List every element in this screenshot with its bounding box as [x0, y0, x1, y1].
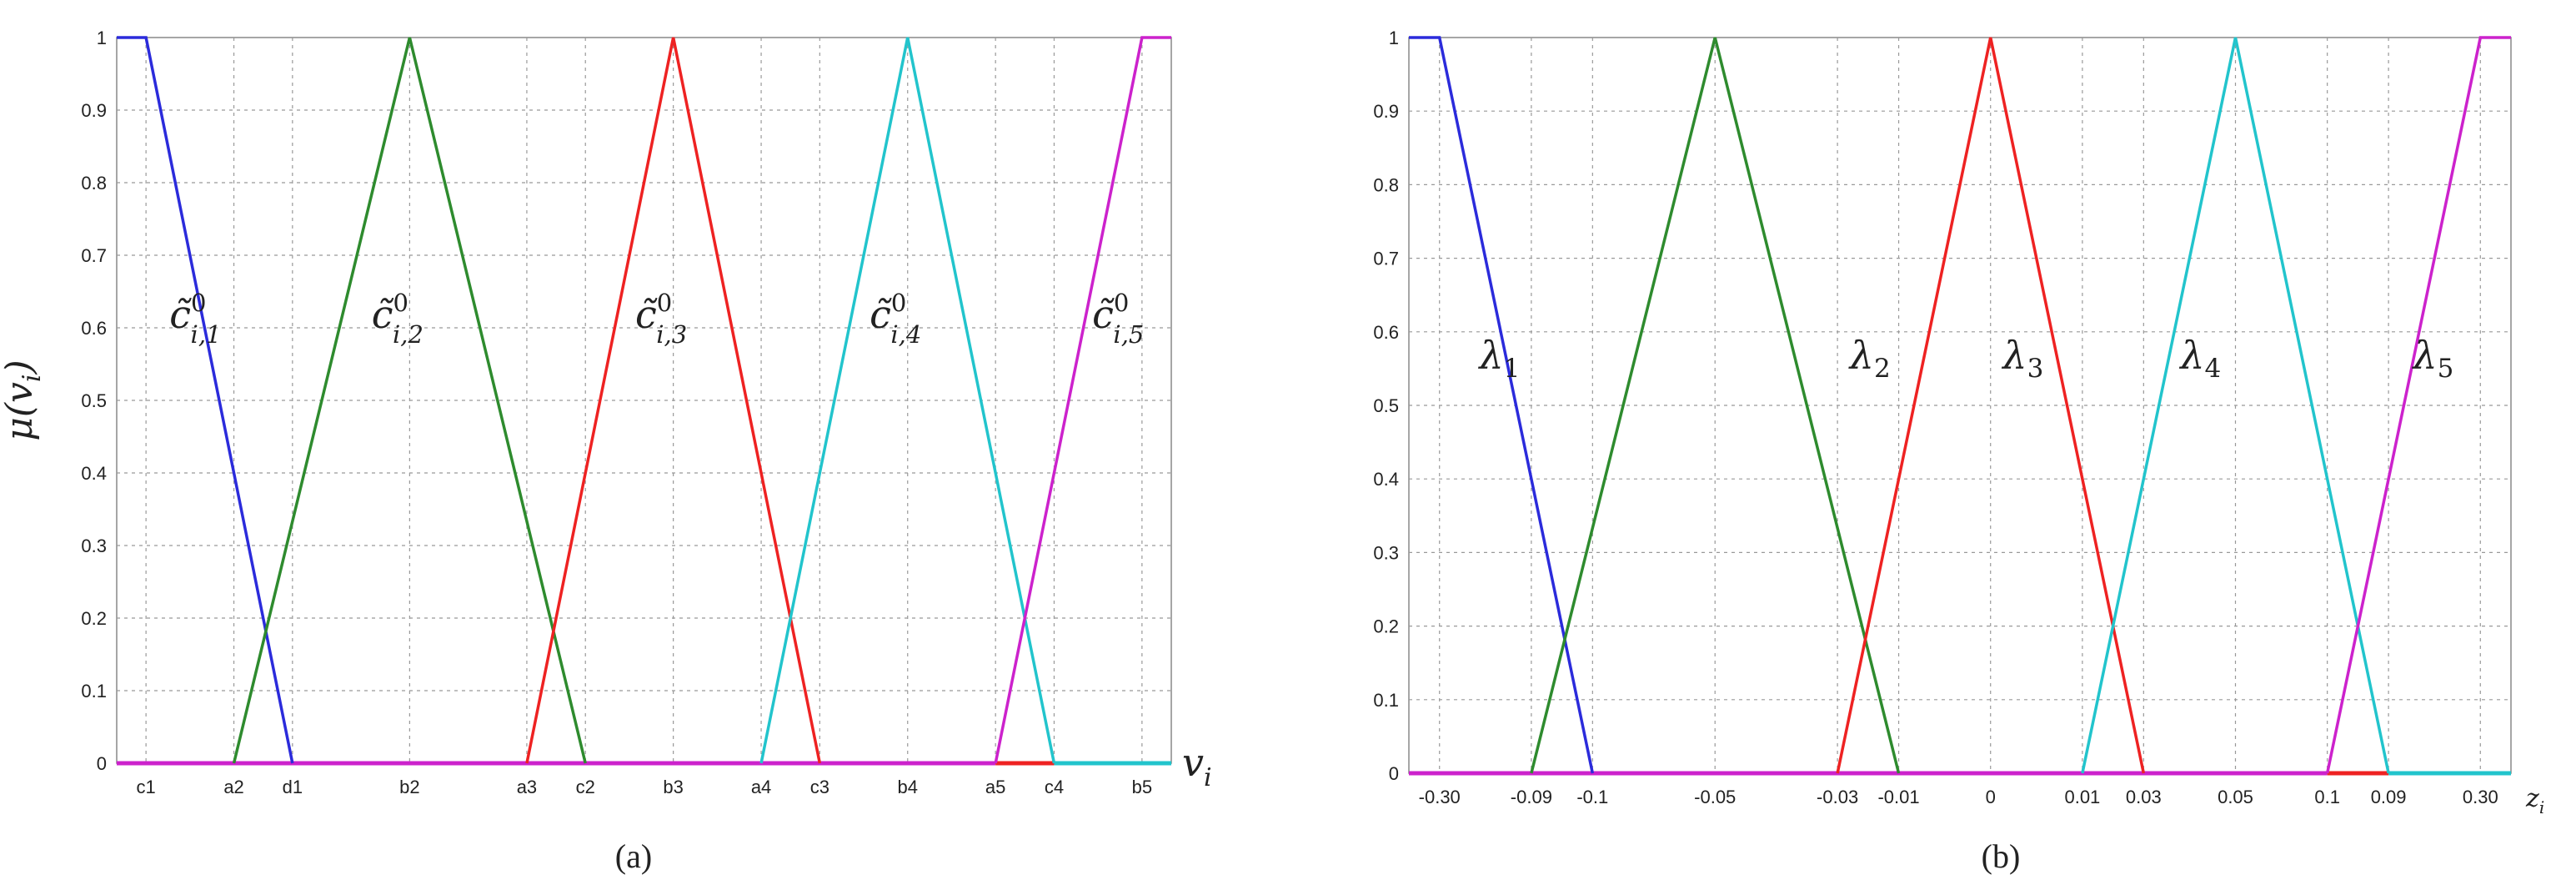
function-label-3: c̃0 i,3 — [635, 289, 687, 349]
series-line-4 — [2081, 37, 2390, 774]
x-tick-label: 0.1 — [2314, 787, 2340, 807]
y-tick-label: 0.8 — [81, 173, 107, 194]
panel-caption: (a) — [615, 837, 652, 875]
y-tick-label: 0.6 — [81, 318, 107, 339]
function-label-2: c̃0 i,2 — [372, 289, 423, 349]
y-tick-label: 0 — [1389, 763, 1399, 784]
x-tick-label: b5 — [1132, 777, 1152, 797]
series-line-4 — [759, 37, 1056, 764]
function-label-4: λ4 — [2178, 333, 2221, 384]
x-axis-label: vi — [1182, 740, 1212, 792]
y-tick-label: 0.9 — [1373, 101, 1399, 122]
x-tick-label: 0 — [1986, 787, 1996, 807]
series-line-5 — [994, 36, 1171, 764]
y-tick-label: 0.9 — [81, 100, 107, 121]
x-tick-label: d1 — [283, 777, 303, 797]
function-label-1: c̃0 i,1 — [169, 289, 221, 349]
y-tick-label: 0.4 — [1373, 469, 1399, 490]
x-tick-label: a4 — [751, 777, 771, 797]
function-label-5: λ5 — [2411, 333, 2453, 384]
x-tick-label: 0.09 — [2371, 787, 2407, 807]
series-line-2 — [1530, 37, 1901, 774]
y-tick-label: 0.3 — [1373, 542, 1399, 563]
x-tick-label: b4 — [898, 777, 918, 797]
y-tick-label: 0.7 — [1373, 249, 1399, 269]
y-tick-label: 1 — [1389, 28, 1399, 48]
x-axis-label: zi — [2525, 784, 2544, 817]
x-tick-label: b2 — [399, 777, 419, 797]
series-line-2 — [232, 37, 587, 764]
function-label-3: λ3 — [2001, 333, 2043, 384]
x-tick-label: -0.05 — [1694, 787, 1736, 807]
y-tick-label: 0.5 — [81, 390, 107, 411]
function-label-4: c̃0 i,4 — [870, 289, 921, 349]
series-line-1 — [1409, 36, 1595, 774]
panel-caption: (b) — [1982, 837, 2021, 875]
x-tick-label: b3 — [663, 777, 683, 797]
function-label-5: c̃0 i,5 — [1092, 289, 1144, 349]
x-tick-label: 0.03 — [2126, 787, 2162, 807]
y-tick-label: 0.2 — [81, 608, 107, 629]
series-line-3 — [525, 37, 822, 764]
x-tick-label: a5 — [985, 777, 1005, 797]
x-tick-label: a3 — [517, 777, 537, 797]
x-tick-label: c4 — [1045, 777, 1064, 797]
x-tick-label: 0.30 — [2463, 787, 2498, 807]
x-tick-label: -0.30 — [1419, 787, 1461, 807]
x-tick-label: 0.05 — [2218, 787, 2253, 807]
x-tick-label: -0.03 — [1817, 787, 1858, 807]
y-tick-label: 0.3 — [81, 536, 107, 556]
series-line-1 — [117, 36, 294, 764]
function-label-2: λ2 — [1848, 333, 1891, 384]
y-axis-label: μ(vi) — [0, 360, 47, 440]
y-tick-label: 0.8 — [1373, 174, 1399, 195]
x-tick-label: c1 — [137, 777, 156, 797]
y-tick-label: 0.1 — [1373, 690, 1399, 711]
y-tick-label: 0.7 — [81, 245, 107, 266]
y-tick-label: 0.1 — [81, 681, 107, 701]
chart-panel-1: 0 0.1 0.2 0.3 0.4 0.5 0.6 0.7 0.8 0.9 1 c1 a2 d1 b2 a3 c… — [0, 28, 1212, 875]
function-label-1: λ1 — [1477, 333, 1520, 384]
y-tick-label: 1 — [97, 28, 107, 48]
x-tick-label: a2 — [223, 777, 243, 797]
y-tick-label: 0 — [97, 753, 107, 774]
y-tick-label: 0.5 — [1373, 395, 1399, 416]
x-tick-label: -0.1 — [1576, 787, 1608, 807]
x-tick-label: 0.01 — [2064, 787, 2100, 807]
x-tick-label: -0.09 — [1511, 787, 1552, 807]
y-tick-label: 0.2 — [1373, 616, 1399, 637]
y-tick-label: 0.4 — [81, 463, 107, 484]
series-line-3 — [1836, 37, 2146, 774]
x-tick-label: c3 — [810, 777, 829, 797]
chart-panel-2: 0 0.1 0.2 0.3 0.4 0.5 0.6 0.7 0.8 0.9 1 -0.30 -0.09 -… — [1373, 28, 2544, 875]
x-tick-label: -0.01 — [1877, 787, 1919, 807]
y-tick-label: 0.6 — [1373, 322, 1399, 343]
x-tick-label: c2 — [576, 777, 595, 797]
series-line-5 — [2325, 36, 2511, 774]
